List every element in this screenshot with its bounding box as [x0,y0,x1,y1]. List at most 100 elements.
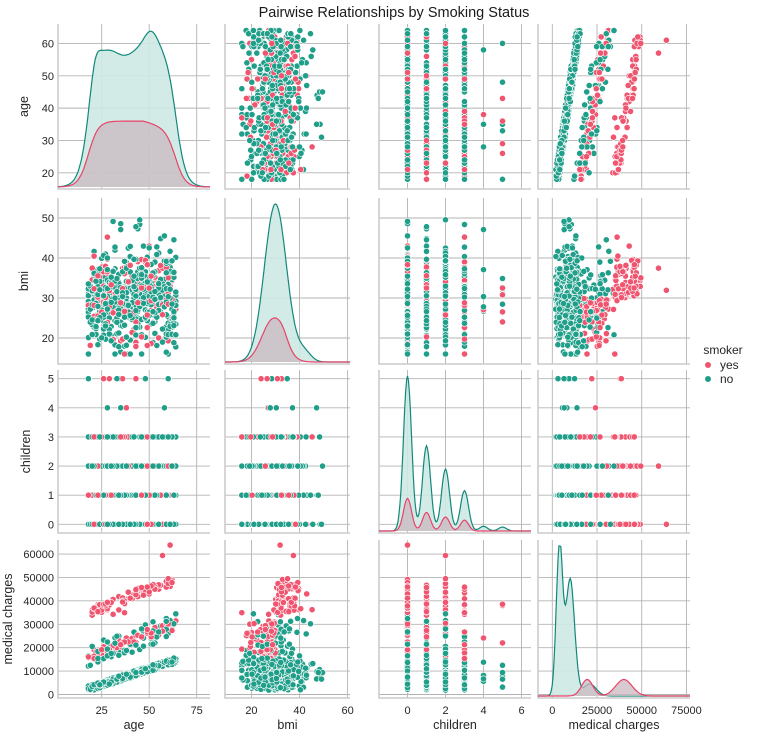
point-yes [291,104,299,112]
point-no [96,265,104,273]
point-yes [597,301,604,309]
point-no [253,49,261,57]
point-no [153,342,161,349]
point-no [461,143,468,151]
point-no [254,95,262,102]
point-no [442,271,449,279]
point-no [404,312,411,319]
kde-line-no [57,30,211,188]
point-no [275,111,282,118]
point-no [595,243,602,251]
point-no [442,27,449,34]
point-no [265,143,273,151]
point-yes [105,375,113,383]
point-yes [263,133,270,141]
point-no [151,295,159,303]
point-no [261,149,269,157]
point-no [596,258,604,266]
point-no [248,78,256,86]
point-no [562,124,570,131]
point-yes [622,104,630,112]
point-yes [308,143,316,151]
point-yes [263,114,271,122]
point-no [268,33,276,41]
point-yes [499,291,506,299]
point-yes [267,166,275,173]
point-no [151,288,159,295]
point-no [141,375,149,383]
point-no [578,143,586,151]
point-yes [611,114,619,122]
point-yes [592,333,600,341]
point-yes [123,404,130,412]
point-no [423,236,430,244]
point-no [136,216,144,224]
point-no [423,149,430,157]
point-no [98,334,106,342]
point-yes [583,350,591,358]
point-yes [94,272,102,280]
point-no [243,59,251,67]
point-no [561,293,568,300]
point-no [556,330,564,338]
point-no [573,257,581,265]
point-no [246,137,254,144]
point-no [168,257,176,265]
point-no [130,283,138,291]
panel-age-vs-age [57,24,211,190]
point-no [442,85,449,93]
point-yes [619,281,626,289]
point-no [107,337,115,345]
point-no [604,65,612,73]
point-no [404,350,411,358]
point-yes [631,261,638,269]
point-no [604,324,612,331]
point-yes [623,124,631,131]
point-no [442,111,449,118]
point-yes [461,166,468,173]
point-no [571,65,579,73]
point-yes [461,299,468,307]
point-no [562,312,569,319]
point-no [480,303,487,311]
point-yes [619,268,627,276]
point-yes [238,114,246,122]
point-yes [404,166,411,173]
panel-bmi-vs-age [57,198,210,365]
point-no [480,46,487,54]
point-no [461,265,468,273]
point-no [145,244,153,252]
point-no [294,43,301,50]
point-no [109,267,117,275]
point-yes [268,40,276,47]
point-yes [107,281,115,289]
point-yes [442,159,449,167]
point-no [170,491,178,499]
point-no [596,280,604,288]
point-no [104,433,111,441]
point-no [587,65,595,73]
point-yes [603,330,610,337]
axis-spine [57,370,210,534]
point-yes [119,375,126,383]
point-no [100,292,107,300]
point-no [574,43,582,50]
point-yes [247,117,255,125]
point-no [568,313,576,321]
point-yes [292,75,299,83]
point-no [250,169,257,177]
point-no [556,140,564,148]
point-yes [90,433,98,441]
point-no [576,308,584,315]
point-no [159,338,166,346]
point-no [298,59,305,67]
point-yes [461,75,468,83]
point-no [243,159,251,167]
panels-grid [57,24,690,699]
panel-age-vs-medical_charges [537,24,690,190]
point-no [565,95,573,102]
point-no [442,117,449,125]
point-no [442,216,449,224]
point-no [558,273,566,281]
point-yes [594,91,601,99]
